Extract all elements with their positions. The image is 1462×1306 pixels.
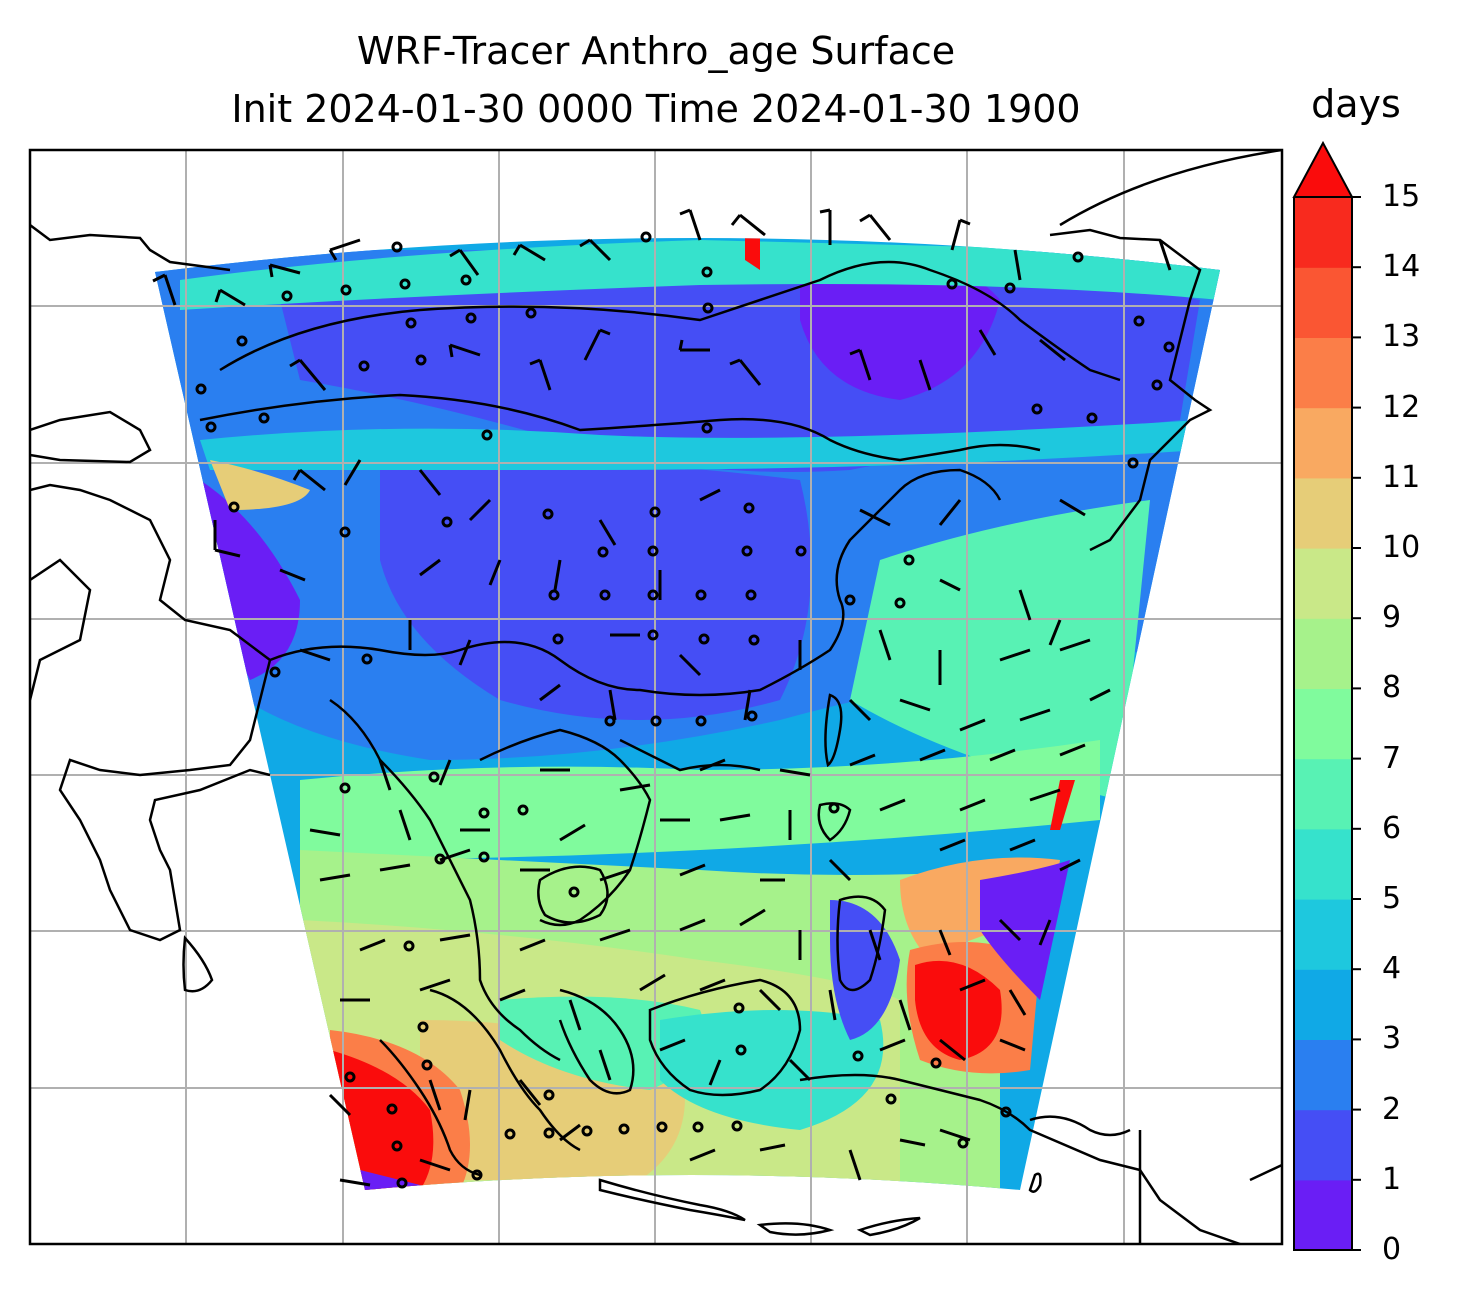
colorbar-tick-label: 11 xyxy=(1382,459,1421,495)
colorbar-tick-label: 7 xyxy=(1382,740,1402,776)
colorbar-segment xyxy=(1294,1179,1352,1251)
colorbar-segment xyxy=(1294,899,1352,970)
colorbar-tick-label: 0 xyxy=(1382,1232,1402,1267)
colorbar-tick-label: 15 xyxy=(1382,179,1421,214)
coastlines xyxy=(30,150,1282,1244)
colorbar-tick-label: 3 xyxy=(1382,1021,1402,1057)
map-title-line-1: WRF-Tracer Anthro_age Surface xyxy=(356,29,956,73)
tracer-age-field xyxy=(155,237,1220,1190)
colorbar-segment xyxy=(1294,758,1352,830)
colorbar-tick-label: 4 xyxy=(1382,951,1402,987)
colorbar-segment xyxy=(1294,197,1352,268)
colorbar-segment xyxy=(1294,337,1352,409)
colorbar-tick-label: 2 xyxy=(1382,1091,1402,1127)
colorbar-segment xyxy=(1294,477,1352,549)
calm-wind-markers xyxy=(195,231,1175,1189)
wind-barbs xyxy=(152,208,1172,1187)
colorbar-tick-label: 10 xyxy=(1382,530,1421,565)
map-title-line-2: Init 2024-01-30 0000 Time 2024-01-30 190… xyxy=(231,87,1081,131)
lat-lon-gridlines xyxy=(30,150,1282,1244)
colorbar-tick-label: 5 xyxy=(1382,881,1402,916)
colorbar-segment xyxy=(1294,618,1352,689)
colorbar-segment xyxy=(1294,267,1352,338)
colorbar-segment xyxy=(1294,1109,1352,1181)
colorbar xyxy=(1292,140,1361,1251)
colorbar-tick-label: 8 xyxy=(1382,670,1402,706)
colorbar-tick-label: 12 xyxy=(1382,389,1421,425)
colorbar-tick-label: 14 xyxy=(1382,249,1421,285)
colorbar-tick-label: 1 xyxy=(1382,1161,1402,1197)
colorbar-segment xyxy=(1294,1039,1352,1111)
map-frame xyxy=(28,148,1284,1246)
colorbar-outline xyxy=(1293,197,1353,1251)
colorbar-tick-label: 6 xyxy=(1382,810,1402,846)
colorbar-tick-label: 13 xyxy=(1382,319,1421,355)
colorbar-segment xyxy=(1294,407,1352,479)
colorbar-segment xyxy=(1294,969,1352,1040)
colorbar-segment xyxy=(1294,688,1352,760)
map-area xyxy=(30,150,1282,1244)
colorbar-segment xyxy=(1294,828,1352,900)
colorbar-segment xyxy=(1294,548,1352,619)
colorbar-extend-arrow xyxy=(1292,140,1354,198)
colorbar-unit-label: days xyxy=(1311,82,1401,126)
colorbar-tick-label: 9 xyxy=(1382,600,1402,636)
